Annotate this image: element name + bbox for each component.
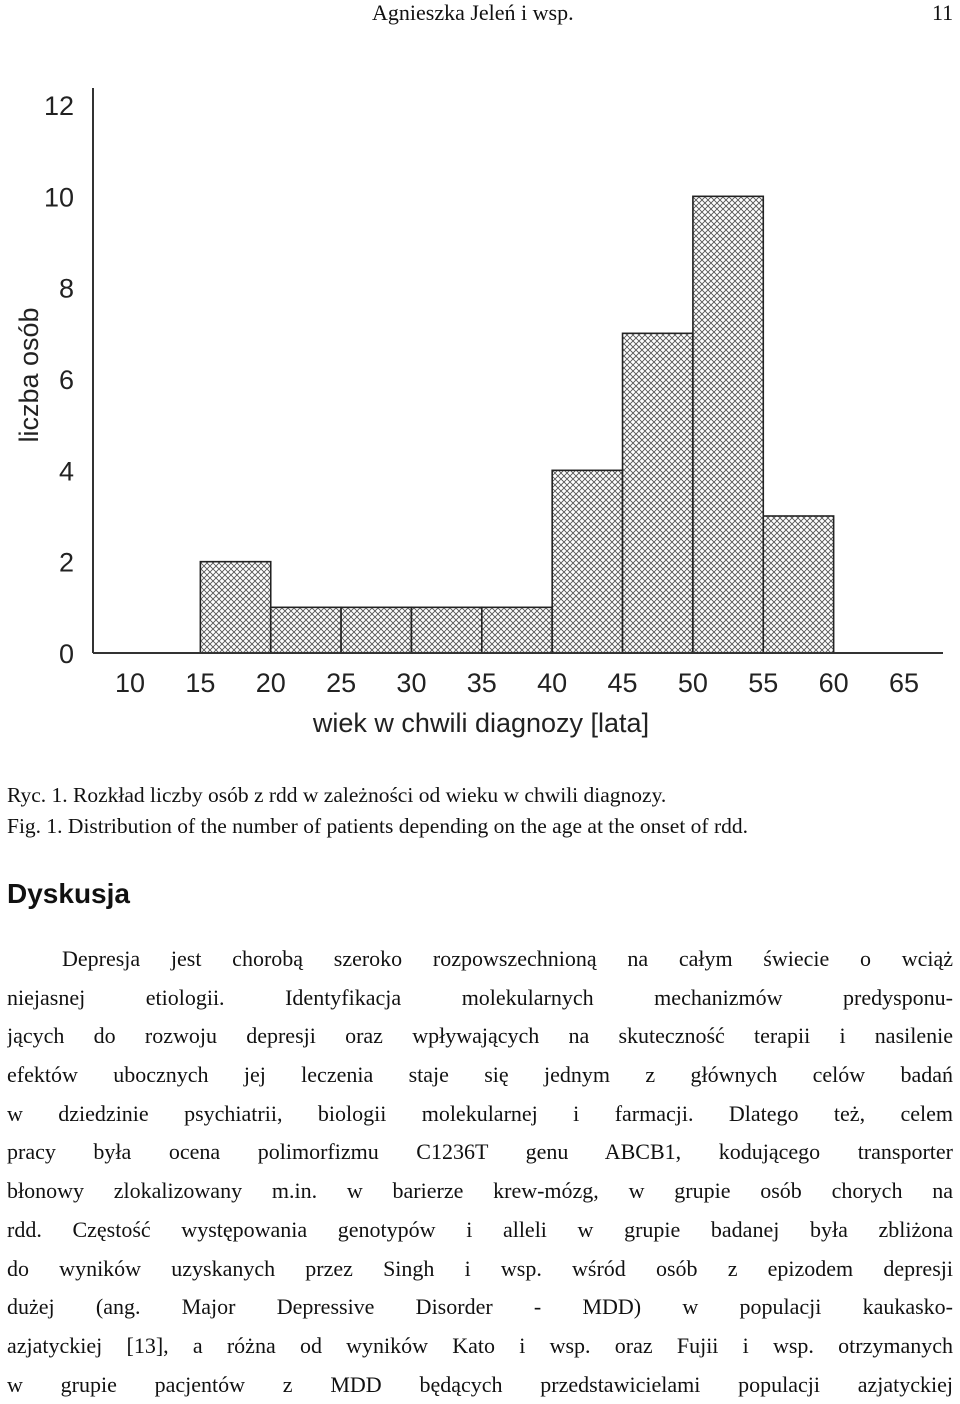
x-tick-label: 45 bbox=[608, 668, 638, 698]
x-tick-label: 10 bbox=[115, 668, 145, 698]
x-tick-label: 25 bbox=[326, 668, 356, 698]
y-tick-label: 12 bbox=[44, 91, 74, 121]
x-tick-label: 40 bbox=[537, 668, 567, 698]
page-number: 11 bbox=[932, 0, 953, 26]
histogram-bar-50-55 bbox=[693, 196, 763, 653]
paragraph-line: jących do rozwoju depresji oraz wpływają… bbox=[7, 1017, 953, 1056]
paragraph-line: efektów ubocznych jej leczenia staje się… bbox=[7, 1056, 953, 1095]
x-tick-labels: 10 15 20 25 30 35 40 45 50 55 60 65 bbox=[115, 668, 919, 698]
x-tick-label: 15 bbox=[185, 668, 215, 698]
y-tick-label: 2 bbox=[59, 548, 74, 578]
histogram-bar-25-30 bbox=[341, 607, 411, 653]
x-tick-label: 30 bbox=[396, 668, 426, 698]
x-tick-label: 50 bbox=[678, 668, 708, 698]
histogram-bar-30-35 bbox=[411, 607, 481, 653]
histogram-bar-55-60 bbox=[763, 516, 833, 653]
x-tick-label: 20 bbox=[256, 668, 286, 698]
histogram-bar-45-50 bbox=[623, 333, 693, 653]
y-tick-label: 8 bbox=[59, 274, 74, 304]
x-tick-label: 35 bbox=[467, 668, 497, 698]
paragraph-line: Depresja jest chorobą szeroko rozpowszec… bbox=[7, 940, 953, 979]
histogram-bar-35-40 bbox=[482, 607, 552, 653]
histogram-bars bbox=[200, 196, 833, 653]
paragraph-line: pracy była ocena polimorfizmu C1236T gen… bbox=[7, 1133, 953, 1172]
histogram-bar-20-25 bbox=[271, 607, 341, 653]
x-tick-label: 55 bbox=[748, 668, 778, 698]
x-tick-label: 60 bbox=[819, 668, 849, 698]
discussion-paragraph: Depresja jest chorobą szeroko rozpowszec… bbox=[7, 940, 953, 1404]
section-heading: Dyskusja bbox=[7, 878, 130, 910]
y-tick-label: 0 bbox=[59, 639, 74, 669]
y-tick-label: 6 bbox=[59, 365, 74, 395]
paragraph-line: do wyników uzyskanych przez Singh i wsp.… bbox=[7, 1250, 953, 1289]
paragraph-line: dużej (ang. Major Depressive Disorder - … bbox=[7, 1288, 953, 1327]
y-tick-labels: 0 2 4 6 8 10 12 bbox=[44, 91, 74, 669]
paragraph-line: azjatyckiej [13], a różna od wyników Kat… bbox=[7, 1327, 953, 1366]
running-head-author: Agnieszka Jeleń i wsp. bbox=[372, 0, 574, 26]
age-histogram-chart: 0 2 4 6 8 10 12 10 15 20 25 30 35 40 45 50 55 60 65 liczb… bbox=[0, 80, 960, 750]
y-axis-label: liczba osób bbox=[14, 307, 44, 442]
histogram-bar-15-20 bbox=[200, 562, 270, 653]
paragraph-line: rdd. Częstość występowania genotypów i a… bbox=[7, 1211, 953, 1250]
y-tick-label: 10 bbox=[44, 182, 74, 212]
figure-captions: Ryc. 1. Rozkład liczby osób z rdd w zale… bbox=[7, 780, 957, 842]
caption-polish: Ryc. 1. Rozkład liczby osób z rdd w zale… bbox=[7, 780, 957, 811]
paragraph-line: błonowy zlokalizowany m.in. w barierze k… bbox=[7, 1172, 953, 1211]
page-header: Agnieszka Jeleń i wsp. 11 bbox=[0, 0, 960, 30]
caption-english: Fig. 1. Distribution of the number of pa… bbox=[7, 811, 957, 842]
x-axis-label: wiek w chwili diagnozy [lata] bbox=[312, 708, 649, 738]
paragraph-line: niejasnej etiologii. Identyfikacja molek… bbox=[7, 979, 953, 1018]
histogram-bar-40-45 bbox=[552, 470, 622, 653]
paragraph-line: w grupie pacjentów z MDD będących przeds… bbox=[7, 1366, 953, 1404]
y-tick-label: 4 bbox=[59, 456, 74, 486]
x-tick-label: 65 bbox=[889, 668, 919, 698]
paragraph-line: w dziedzinie psychiatrii, biologii molek… bbox=[7, 1095, 953, 1134]
